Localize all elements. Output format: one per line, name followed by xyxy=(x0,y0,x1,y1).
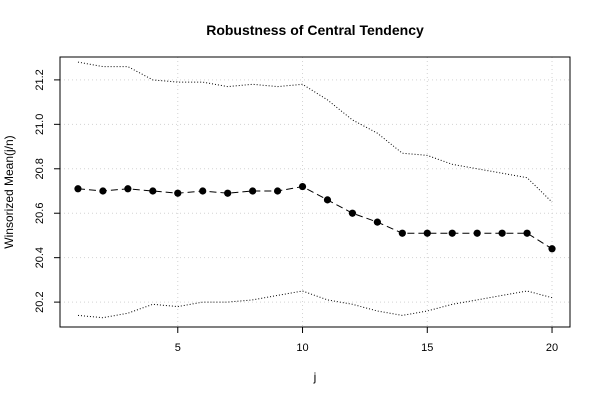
chart-title: Robustness of Central Tendency xyxy=(206,22,424,38)
x-tick-label: 15 xyxy=(421,342,433,354)
mean-point xyxy=(448,229,456,237)
mean-point xyxy=(423,229,431,237)
y-tick-label: 20.6 xyxy=(34,203,46,224)
mean-point xyxy=(473,229,481,237)
y-axis: 20.2 20.4 20.6 20.8 21.0 21.2 xyxy=(34,69,61,313)
mean-point xyxy=(74,185,82,193)
y-tick-label: 20.2 xyxy=(34,291,46,312)
y-tick-label: 20.4 xyxy=(34,247,46,268)
upper-bound-line xyxy=(77,61,553,203)
mean-point xyxy=(323,196,332,204)
x-axis: 5 10 15 20 xyxy=(175,326,558,354)
y-axis-label: Winsorized Mean(j/n) xyxy=(2,135,16,248)
mean-line xyxy=(77,186,553,250)
mean-point xyxy=(149,187,157,195)
mean-point xyxy=(224,189,232,197)
mean-point xyxy=(273,187,282,195)
mean-point xyxy=(174,189,182,197)
mean-point xyxy=(348,209,357,217)
x-axis-label: j xyxy=(313,370,317,384)
mean-point xyxy=(398,229,406,237)
plot-frame xyxy=(59,56,571,328)
mean-point xyxy=(249,187,257,195)
mean-point xyxy=(124,185,132,193)
x-tick-label: 5 xyxy=(175,342,181,354)
mean-point xyxy=(99,187,107,195)
mean-point xyxy=(373,218,381,226)
mean-point xyxy=(523,229,531,237)
mean-point xyxy=(199,187,207,195)
mean-point xyxy=(298,182,307,191)
x-tick-label: 10 xyxy=(296,342,308,354)
x-tick-label: 20 xyxy=(546,342,558,354)
y-tick-label: 21.2 xyxy=(34,69,46,90)
series-layer xyxy=(74,61,556,319)
y-tick-label: 20.8 xyxy=(34,158,46,179)
y-tick-label: 21.0 xyxy=(34,114,46,135)
mean-point xyxy=(498,229,506,237)
lower-bound-line xyxy=(77,290,553,319)
mean-point xyxy=(548,245,556,253)
grid-lines xyxy=(60,57,570,327)
